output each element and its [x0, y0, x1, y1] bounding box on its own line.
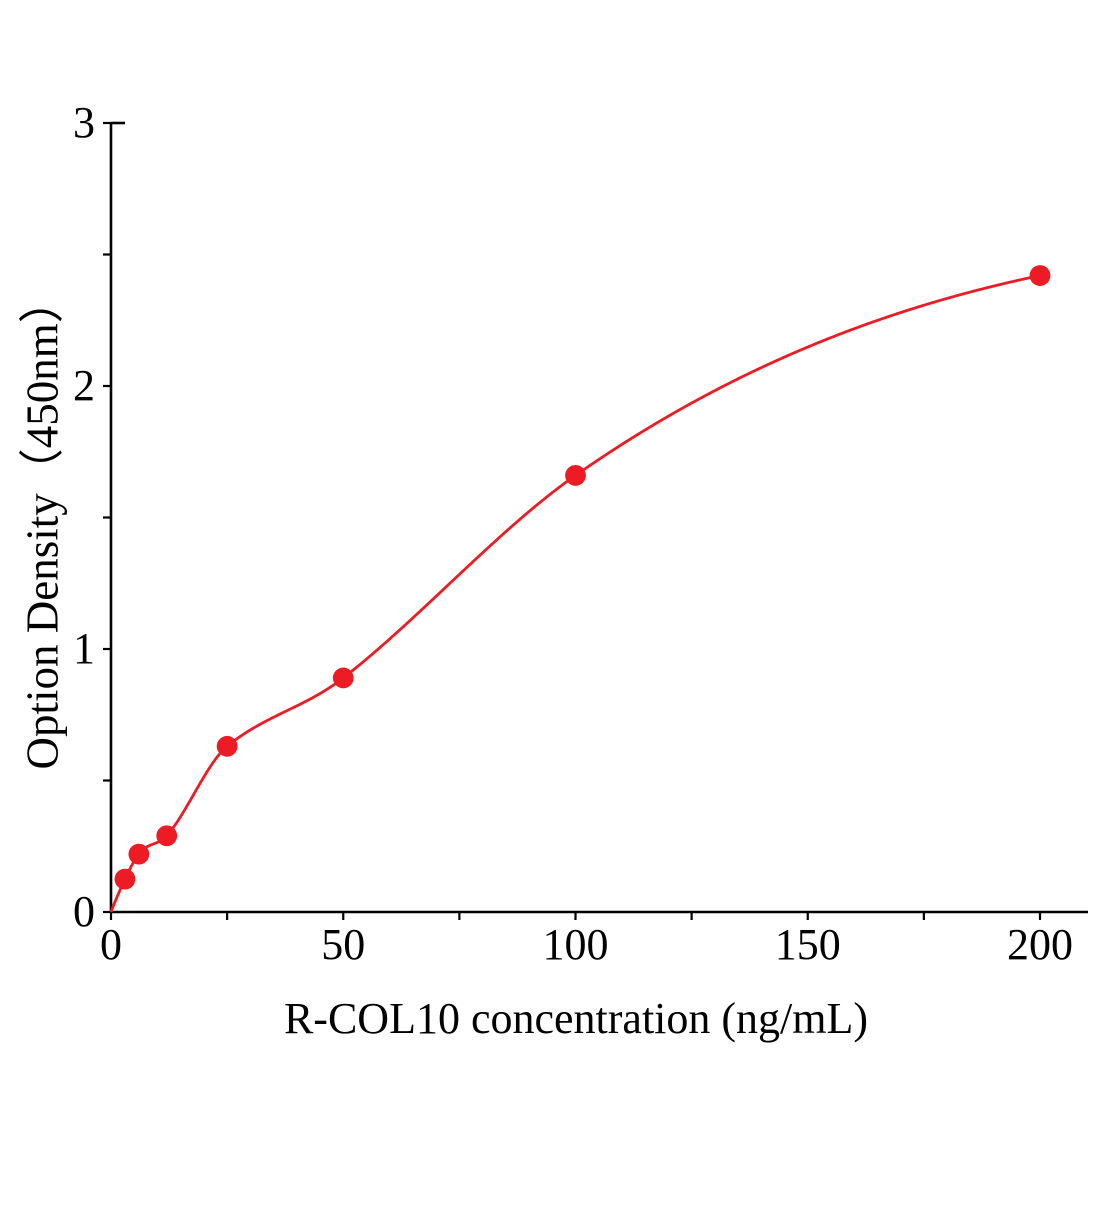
svg-text:50: 50: [321, 920, 365, 969]
svg-text:200: 200: [1007, 920, 1073, 969]
svg-text:100: 100: [543, 920, 609, 969]
svg-text:1: 1: [73, 624, 95, 673]
svg-text:0: 0: [100, 920, 122, 969]
svg-text:2: 2: [73, 361, 95, 410]
svg-text:3: 3: [73, 98, 95, 147]
svg-text:150: 150: [775, 920, 841, 969]
svg-text:0: 0: [73, 887, 95, 936]
